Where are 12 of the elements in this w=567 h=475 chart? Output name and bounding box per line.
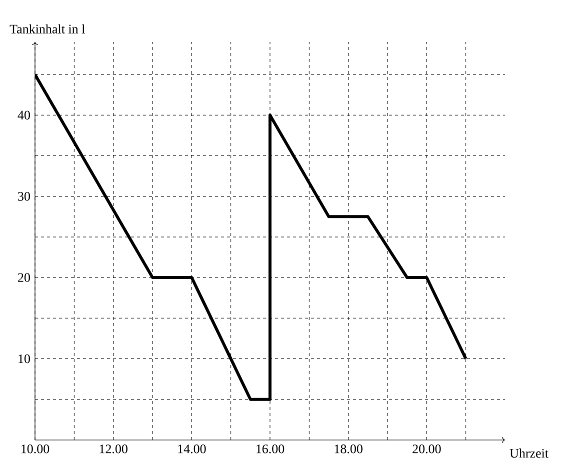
x-tick-label: 12.00 [100, 444, 128, 454]
x-tick-label: 18.00 [334, 444, 362, 454]
y-tick-label: 20 [18, 273, 30, 282]
y-tick-label: 30 [18, 192, 30, 201]
y-tick-label: 10 [18, 354, 30, 364]
x-tick-label: 10.00 [22, 444, 50, 454]
x-tick-label: 20.00 [412, 444, 441, 454]
x-tick-label: 14.00 [178, 444, 206, 454]
y-tick-label: 40 [18, 110, 30, 120]
x-axis-title: Uhrzeit [510, 448, 548, 458]
y-axis-title: Tankinhalt in l [10, 24, 85, 34]
x-tick-label: 16.00 [256, 444, 284, 454]
